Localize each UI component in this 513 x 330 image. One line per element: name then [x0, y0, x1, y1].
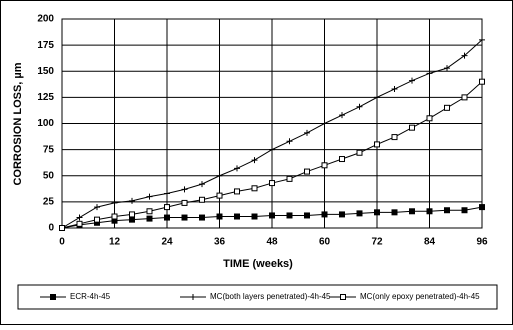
marker	[374, 141, 380, 148]
marker	[461, 207, 468, 214]
marker	[426, 70, 433, 77]
marker	[391, 134, 398, 141]
marker	[234, 165, 240, 172]
marker	[164, 214, 170, 221]
marker	[479, 78, 485, 85]
marker	[426, 208, 433, 215]
legend-marker	[190, 294, 196, 300]
marker	[181, 199, 188, 206]
marker	[129, 211, 135, 218]
marker	[94, 204, 100, 211]
marker	[304, 168, 310, 175]
legend-label: MC(only epoxy penetrated)-4h-45	[360, 292, 480, 301]
marker	[251, 185, 258, 192]
marker	[181, 214, 188, 221]
x-tick-label: 24	[161, 237, 173, 248]
legend-marker	[340, 294, 346, 300]
marker	[356, 149, 363, 156]
marker	[321, 162, 328, 169]
marker	[321, 120, 328, 127]
marker	[216, 192, 223, 199]
y-tick-label: 125	[37, 92, 54, 103]
legend-marker	[50, 294, 56, 300]
y-tick-label: 100	[37, 118, 54, 129]
marker	[409, 77, 415, 84]
marker	[111, 199, 118, 206]
marker	[479, 36, 485, 43]
marker	[111, 213, 118, 220]
marker	[146, 193, 153, 200]
marker	[216, 213, 223, 220]
y-tick-label: 25	[43, 197, 55, 208]
y-tick-label: 75	[43, 144, 55, 155]
marker	[339, 156, 345, 163]
x-tick-label: 48	[266, 237, 278, 248]
marker	[94, 216, 100, 223]
marker	[286, 175, 293, 182]
marker	[356, 210, 363, 217]
marker	[234, 188, 240, 195]
marker	[216, 172, 223, 179]
marker	[391, 209, 398, 216]
marker	[409, 208, 415, 215]
marker	[304, 212, 310, 219]
marker	[234, 213, 240, 220]
marker	[461, 52, 468, 59]
marker	[251, 213, 258, 220]
y-tick-label: 50	[43, 170, 55, 181]
marker	[199, 196, 205, 203]
marker	[374, 94, 380, 101]
x-axis-label: TIME (weeks)	[223, 258, 293, 270]
legend-box	[17, 284, 498, 310]
x-tick-label: 0	[59, 237, 65, 248]
marker	[374, 209, 380, 216]
marker	[164, 204, 170, 211]
marker	[129, 197, 135, 204]
y-tick-label: 175	[37, 40, 54, 51]
x-tick-label: 60	[319, 237, 331, 248]
y-axis-label: CORROSION LOSS, µm	[12, 62, 24, 185]
marker	[286, 212, 293, 219]
marker	[426, 115, 433, 122]
marker	[76, 220, 83, 227]
x-tick-label: 36	[214, 237, 226, 248]
y-tick-label: 0	[48, 223, 54, 234]
marker	[129, 216, 135, 223]
marker	[339, 112, 345, 119]
marker	[181, 186, 188, 193]
marker	[409, 124, 415, 131]
marker	[339, 211, 345, 218]
marker	[199, 214, 205, 221]
y-tick-label: 200	[37, 14, 54, 25]
marker	[356, 103, 363, 110]
marker	[146, 215, 153, 222]
marker	[479, 204, 485, 211]
marker	[444, 207, 450, 214]
marker	[444, 104, 450, 111]
marker	[391, 86, 398, 93]
marker	[269, 180, 275, 187]
legend-label: MC(both layers penetrated)-4h-45	[210, 292, 331, 301]
x-tick-label: 72	[371, 237, 383, 248]
marker	[146, 208, 153, 215]
marker	[164, 190, 170, 197]
marker	[199, 181, 205, 188]
marker	[286, 138, 293, 145]
marker	[461, 94, 468, 101]
marker	[269, 146, 275, 153]
marker	[444, 65, 450, 72]
marker	[304, 129, 310, 136]
marker	[269, 212, 275, 219]
x-tick-label: 96	[476, 237, 488, 248]
x-tick-label: 12	[109, 237, 121, 248]
marker	[251, 157, 258, 164]
x-tick-label: 84	[424, 237, 436, 248]
legend-label: ECR-4h-45	[70, 292, 111, 301]
y-tick-label: 150	[37, 66, 54, 77]
marker	[59, 225, 65, 231]
marker	[76, 214, 83, 221]
marker	[321, 211, 328, 218]
